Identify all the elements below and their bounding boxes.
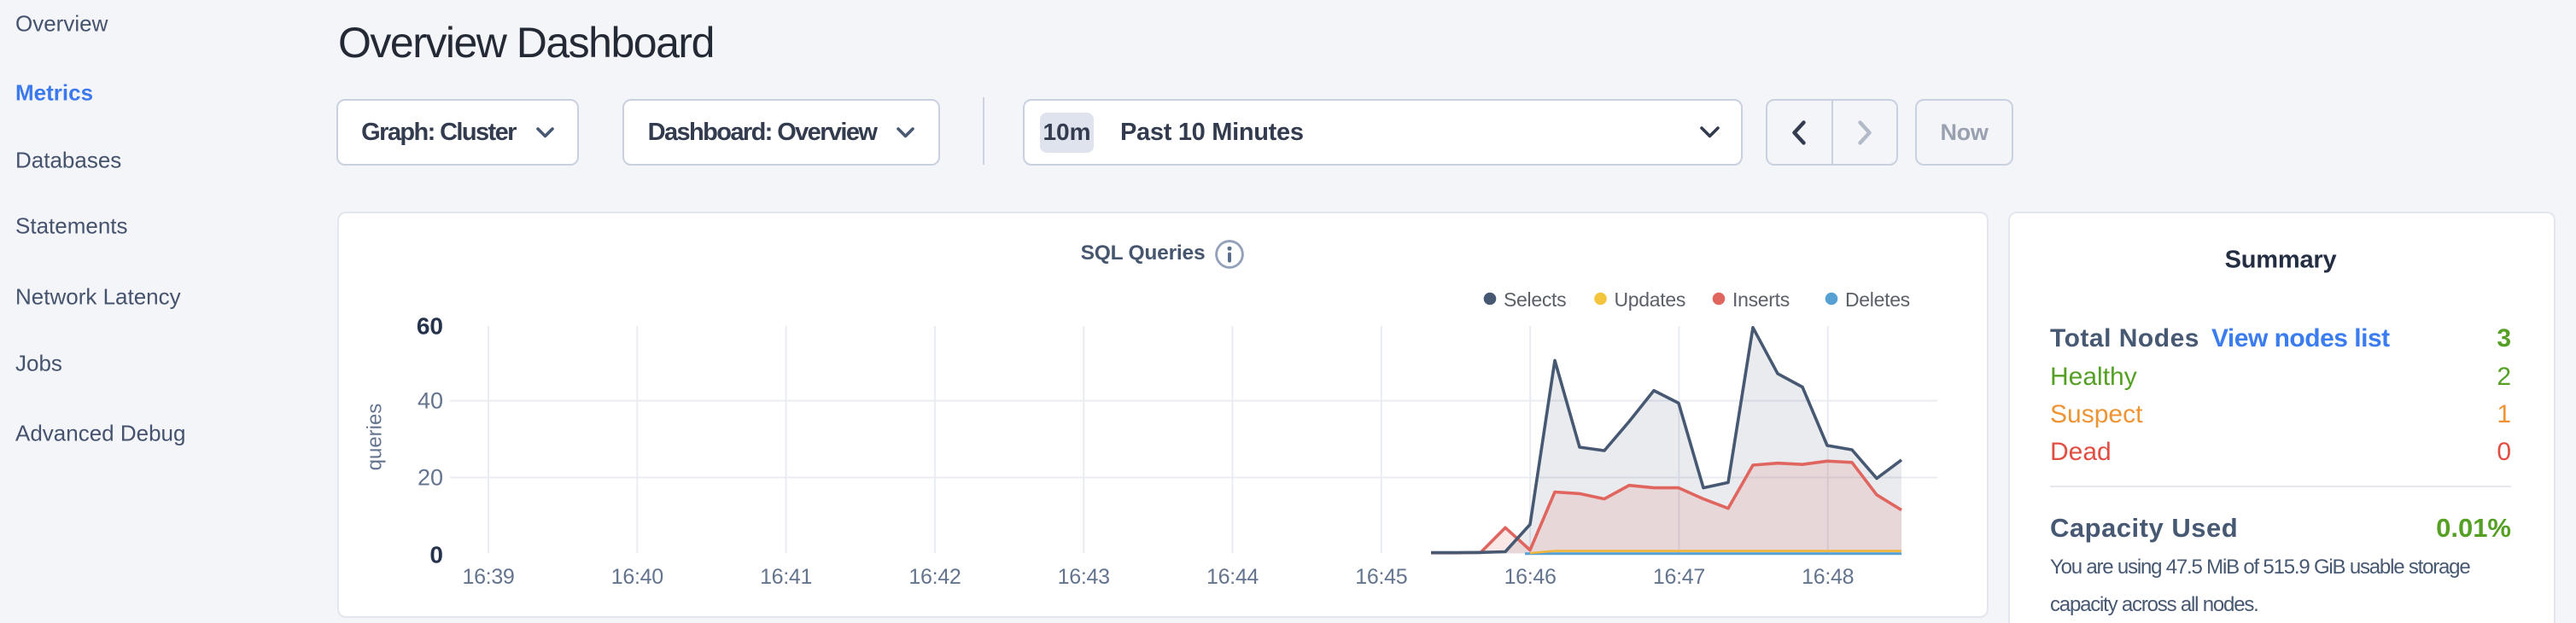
svg-text:16:39: 16:39 [462,565,514,589]
svg-text:16:42: 16:42 [908,565,961,589]
svg-text:0: 0 [429,542,443,568]
svg-text:Updates: Updates [1615,288,1686,311]
svg-text:40: 40 [418,388,443,414]
svg-text:16:41: 16:41 [760,565,812,589]
svg-text:60: 60 [417,313,443,340]
svg-text:16:40: 16:40 [611,565,663,589]
svg-text:20: 20 [418,465,443,491]
svg-text:16:48: 16:48 [1802,565,1854,589]
svg-text:Inserts: Inserts [1732,288,1790,311]
svg-text:16:43: 16:43 [1058,565,1110,589]
svg-text:Deletes: Deletes [1845,288,1910,311]
svg-text:16:46: 16:46 [1504,565,1557,589]
svg-text:16:47: 16:47 [1653,565,1705,589]
svg-text:16:44: 16:44 [1206,565,1259,589]
svg-text:16:45: 16:45 [1355,565,1407,589]
svg-text:Selects: Selects [1504,288,1566,311]
svg-text:queries: queries [364,404,387,471]
